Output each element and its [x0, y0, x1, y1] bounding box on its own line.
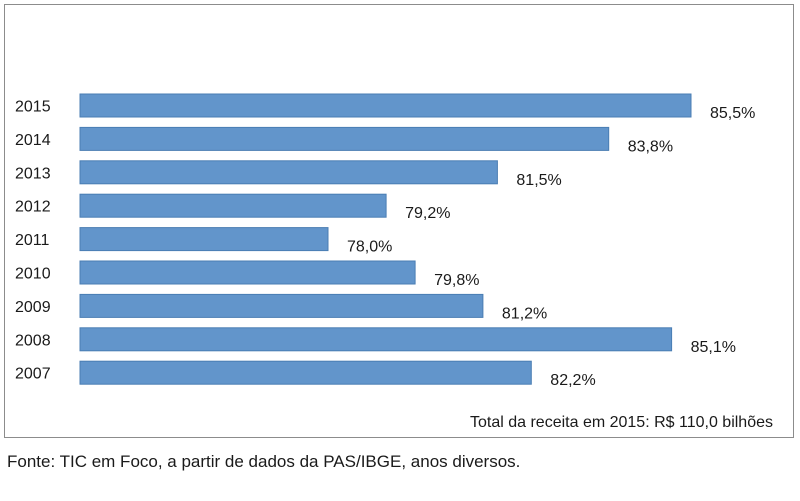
data-label-2014: 83,8%: [628, 138, 673, 155]
data-label-2008: 85,1%: [691, 339, 736, 356]
bar-2010: [79, 260, 416, 285]
bars-layer: [79, 93, 692, 385]
y-tick-label-2015: 2015: [15, 99, 51, 116]
y-tick-label-2007: 2007: [15, 366, 51, 383]
chart-annotation: Total da receita em 2015: R$ 110,0 bilhõ…: [470, 414, 773, 431]
bar-2012: [79, 193, 387, 218]
y-tick-label-2012: 2012: [15, 199, 51, 216]
bar-2011: [79, 227, 329, 252]
data-label-2012: 79,2%: [405, 205, 450, 222]
y-tick-label-2013: 2013: [15, 165, 51, 182]
data-label-2011: 78,0%: [347, 239, 392, 256]
y-tick-label-2008: 2008: [15, 332, 51, 349]
bar-chart: 2015 2014 2013 2012 2011 2010 2009 2008 2007 85,…: [15, 93, 773, 431]
data-labels: 85,5% 83,8% 81,5% 79,2% 78,0% 79,8% 81,2% 85,1%…: [347, 105, 755, 389]
y-axis-tick-labels: 2015 2014 2013 2012 2011 2010 2009 2008 2007: [15, 99, 51, 383]
bar-2013: [79, 160, 498, 185]
bar-2008: [79, 327, 673, 352]
y-tick-label-2009: 2009: [15, 299, 51, 316]
bar-2014: [79, 126, 610, 151]
y-tick-label-2011: 2011: [15, 232, 50, 249]
bar-2007: [79, 360, 532, 385]
y-tick-label-2014: 2014: [15, 132, 51, 149]
bar-2009: [79, 293, 484, 318]
source-note: Fonte: TIC em Foco, a partir de dados da…: [7, 452, 521, 471]
data-label-2010: 79,8%: [434, 272, 479, 289]
bar-2015: [79, 93, 692, 118]
data-label-2007: 82,2%: [550, 372, 595, 389]
y-tick-label-2010: 2010: [15, 266, 51, 283]
data-label-2015: 85,5%: [710, 105, 755, 122]
data-label-2013: 81,5%: [516, 172, 561, 189]
data-label-2009: 81,2%: [502, 305, 547, 322]
